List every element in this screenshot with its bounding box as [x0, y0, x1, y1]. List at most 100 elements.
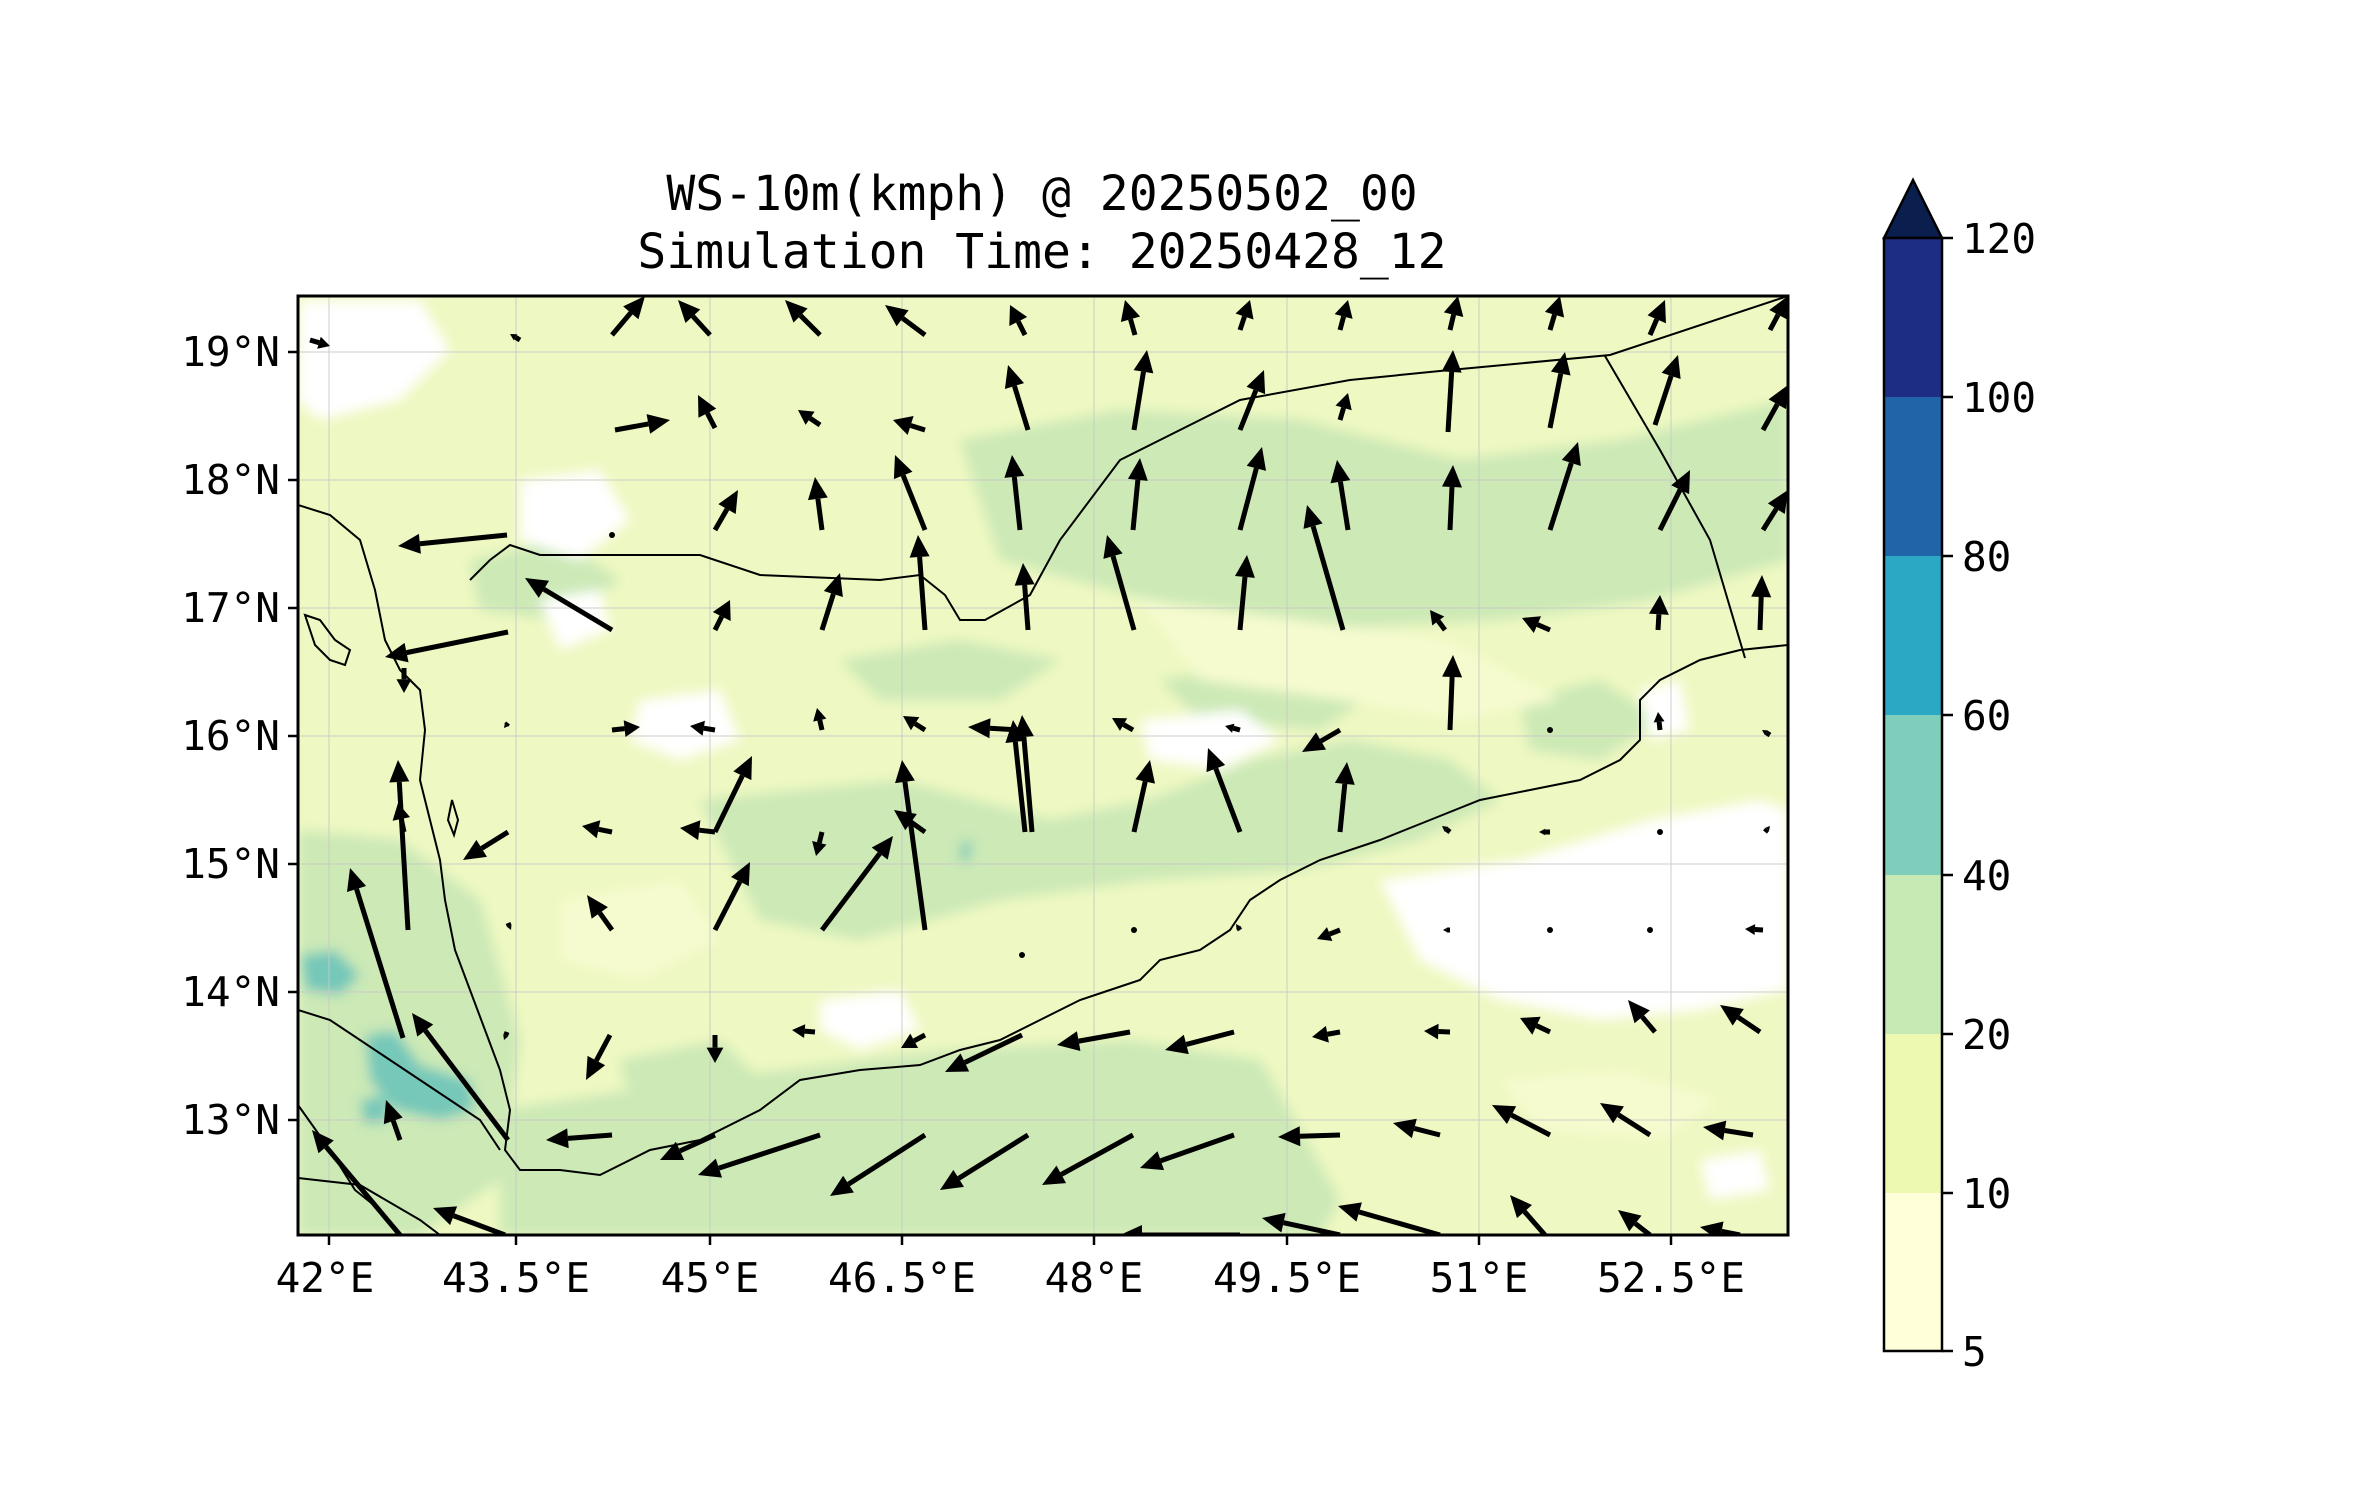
wind-arrow-shaft [1328, 927, 1341, 937]
wind-arrow-dot [609, 532, 615, 538]
wind-arrow [510, 334, 522, 343]
wind-arrow [798, 410, 822, 428]
colorbar-band [1884, 715, 1942, 875]
wind-arrow-head [507, 925, 512, 930]
wind-arrow [1547, 442, 1581, 531]
wind-arrow-head [1330, 460, 1351, 484]
wind-arrow [1652, 355, 1681, 426]
lon-tick-label: 42°E [276, 1254, 375, 1302]
wind-arrow [383, 1100, 403, 1141]
wind-arrow-shaft [712, 507, 730, 532]
wind-arrow-head [812, 841, 827, 856]
wind-arrow-head [1004, 455, 1025, 478]
wind-arrow-shaft [909, 820, 927, 835]
wind-arrow [614, 414, 670, 434]
wind-arrow-head [1492, 1105, 1517, 1124]
wind-arrow-head [582, 820, 601, 839]
lat-tick-label: 17°N [181, 584, 280, 632]
wind-arrow-head [1312, 1025, 1329, 1043]
wind-arrow [678, 300, 712, 337]
colorbar-band [1884, 238, 1942, 397]
wind-arrow [1009, 305, 1028, 337]
wind-arrow-shaft [1547, 313, 1557, 331]
wind-arrow-head [1561, 442, 1581, 466]
wind-arrow [1127, 458, 1148, 531]
wind-arrow-head [312, 1130, 334, 1154]
wind-arrow-shaft [406, 629, 509, 656]
wind-arrow [1647, 300, 1666, 336]
wind-arrow-shaft [1232, 725, 1241, 733]
wind-arrow [903, 716, 927, 733]
wind-arrow-head [733, 756, 752, 781]
wind-arrow-shaft [703, 725, 716, 733]
colorbar-extend-triangle [1881, 177, 1945, 240]
colorbar-tick-label: 80 [1962, 533, 2011, 581]
wind-arrow-shaft [820, 852, 882, 932]
wind-arrow-shaft [817, 719, 825, 731]
wind-arrow-shaft [452, 1213, 506, 1235]
wind-arrow-head [785, 300, 808, 323]
wind-arrow-shaft [504, 721, 510, 727]
wind-arrow [1014, 563, 1035, 631]
wind-arrow [1057, 1029, 1131, 1051]
wind-arrow-shaft [480, 829, 510, 851]
wind-arrow-head [463, 839, 487, 860]
wind-arrow [1443, 296, 1464, 331]
wind-arrow-head [1120, 300, 1141, 322]
wind-arrow-head [1442, 826, 1449, 832]
wind-arrow-head [1235, 300, 1254, 320]
wind-arrow-shaft [847, 1132, 927, 1187]
wind-arrow-head [347, 868, 367, 892]
wind-arrow-shaft [1510, 1112, 1552, 1138]
wind-arrow-shaft [398, 818, 407, 833]
wind-arrow [1234, 555, 1255, 631]
wind-arrow-shaft [597, 911, 615, 932]
wind-arrow-head [1628, 1000, 1650, 1024]
wind-arrow-head [392, 803, 410, 821]
wind-arrow [309, 336, 330, 349]
wind-arrow [1763, 826, 1770, 834]
wind-arrow [546, 1128, 613, 1149]
wind-arrow-shaft [1444, 827, 1452, 834]
wind-arrow-shaft [503, 1031, 510, 1037]
wind-arrow-shaft [1536, 622, 1551, 633]
wind-arrow [1751, 575, 1772, 631]
colorbar-band [1884, 1193, 1942, 1351]
wind-arrow-head [1671, 470, 1690, 495]
wind-arrow-shaft [1110, 555, 1137, 631]
wind-arrow [1547, 352, 1571, 429]
wind-arrow [1004, 365, 1031, 431]
wind-arrow [901, 1032, 927, 1049]
colorbar-frame [1882, 236, 1944, 1353]
wind-arrow [1317, 927, 1341, 941]
gridlines [298, 296, 1788, 1235]
wind-arrow-shaft [1131, 371, 1146, 431]
colorbar-tick-label: 10 [1962, 1170, 2011, 1218]
wind-arrow [1237, 447, 1267, 531]
colorbar-tick-label: 20 [1962, 1011, 2011, 1059]
wind-arrow-head [1441, 350, 1462, 373]
wind-arrow-head [504, 724, 508, 728]
wind-arrow [396, 668, 412, 693]
lat-tick-label: 18°N [181, 456, 280, 504]
wind-arrow-head [893, 455, 913, 480]
wind-arrow-head [1443, 927, 1447, 933]
wind-arrow [712, 600, 731, 632]
wind-arrow [1303, 505, 1346, 631]
wind-arrow-shaft [1060, 1132, 1135, 1177]
wind-arrow-head [623, 720, 640, 738]
wind-arrow-shaft [611, 726, 625, 733]
wind-arrow [1237, 370, 1266, 431]
wind-arrow-head [894, 810, 917, 831]
colorbar-tick-label: 120 [1962, 215, 2036, 263]
wind-arrow-shaft [309, 337, 320, 346]
wind-arrow-head [1133, 350, 1154, 374]
wind-arrow-dot [1647, 927, 1653, 933]
wind-arrow [1120, 300, 1141, 336]
wind-arrow-head [1769, 296, 1788, 320]
wind-arrow-head [1206, 748, 1226, 773]
wind-arrow-shaft [1760, 507, 1779, 532]
wind-arrow [1334, 300, 1353, 331]
wind-arrow-head [1653, 712, 1665, 723]
wind-arrow-shaft [815, 498, 825, 531]
